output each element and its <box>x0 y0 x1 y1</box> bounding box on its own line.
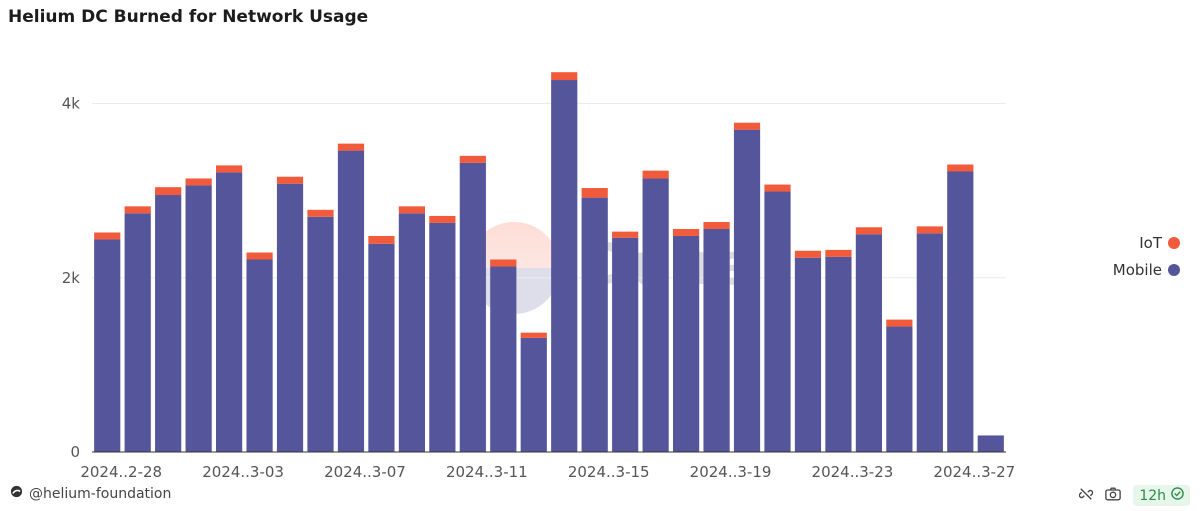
bar-iot <box>185 178 212 186</box>
legend-item-iot[interactable]: IoT <box>1139 234 1180 252</box>
x-tick-label: 2024..3-03 <box>202 463 284 481</box>
bar-mobile <box>703 228 730 452</box>
bar-iot <box>794 250 822 258</box>
x-tick-label: 2024..3-19 <box>690 463 772 481</box>
bar-iot <box>459 155 486 163</box>
y-tick-label: 2k <box>62 269 81 287</box>
bar-mobile <box>855 234 883 452</box>
dune-logo-icon <box>10 485 23 502</box>
bar-mobile <box>124 213 151 452</box>
legend-item-mobile[interactable]: Mobile <box>1113 261 1180 279</box>
bar-iot <box>642 170 669 179</box>
bar-mobile <box>551 80 578 452</box>
bar-mobile <box>307 216 334 452</box>
bar-iot <box>276 176 304 184</box>
y-tick-label: 0 <box>70 443 80 461</box>
chart-title: Helium DC Burned for Network Usage <box>8 7 369 27</box>
y-tick-label: 4k <box>62 95 81 113</box>
bar-iot <box>612 231 639 238</box>
bar-iot <box>155 187 182 196</box>
bar-mobile <box>276 183 304 452</box>
refresh-interval: 12h <box>1139 487 1166 504</box>
bar-iot <box>825 249 852 257</box>
bar-iot <box>307 209 334 217</box>
x-tick-label: 2024..3-11 <box>446 463 528 481</box>
legend-label-mobile: Mobile <box>1112 261 1162 279</box>
check-circle-icon <box>1171 487 1184 504</box>
bar-iot <box>855 227 883 235</box>
camera-icon[interactable] <box>1105 487 1122 505</box>
bar-iot <box>398 206 426 214</box>
legend-dot-mobile <box>1168 264 1180 276</box>
bar-iot <box>886 319 913 327</box>
bar-iot <box>916 226 943 234</box>
bar-mobile <box>246 259 273 452</box>
bar-mobile <box>764 191 791 452</box>
bar-mobile <box>825 256 852 452</box>
bar-iot <box>764 184 791 192</box>
bar-mobile <box>398 213 426 452</box>
legend: IoT Mobile <box>1113 234 1180 279</box>
bar-iot <box>429 215 456 223</box>
bar-iot <box>124 206 151 214</box>
bar-mobile <box>337 150 365 452</box>
x-tick-label: 2024..2-28 <box>80 463 162 481</box>
bar-iot <box>520 332 547 338</box>
bar-iot <box>94 232 121 240</box>
legend-label-iot: IoT <box>1139 234 1162 252</box>
bar-mobile <box>185 185 212 452</box>
legend-dot-iot <box>1168 237 1180 249</box>
bar-mobile <box>490 266 517 452</box>
bar-mobile <box>977 435 1004 452</box>
bar-mobile <box>520 337 547 452</box>
refresh-badge[interactable]: 12h <box>1133 485 1190 506</box>
x-tick-label: 2024..3-23 <box>812 463 894 481</box>
bar-iot <box>215 165 243 173</box>
bar-mobile <box>794 257 822 452</box>
bar-iot <box>551 72 578 81</box>
unlink-icon[interactable] <box>1079 487 1094 505</box>
bar-mobile <box>733 129 761 452</box>
x-tick-label: 2024..3-07 <box>324 463 406 481</box>
author-name: @helium-foundation <box>29 485 172 502</box>
bar-mobile <box>947 171 974 452</box>
bar-iot <box>337 143 365 151</box>
bar-mobile <box>459 162 486 452</box>
bar-iot <box>703 222 730 229</box>
bar-iot <box>947 164 974 172</box>
bar-mobile <box>429 222 456 452</box>
bar-mobile <box>155 195 182 452</box>
x-tick-label: 2024..3-15 <box>568 463 650 481</box>
bar-iot <box>581 188 608 198</box>
bar-mobile <box>215 172 243 452</box>
bar-mobile <box>368 243 395 452</box>
bar-iot <box>672 228 700 236</box>
bar-mobile <box>886 326 913 452</box>
bar-mobile <box>612 237 639 452</box>
author-link[interactable]: @helium-foundation <box>10 485 171 502</box>
x-tick-label: 2024..3-27 <box>933 463 1015 481</box>
bar-iot <box>490 259 517 267</box>
bar-mobile <box>672 235 700 452</box>
bar-mobile <box>642 178 669 452</box>
bar-mobile <box>581 197 608 452</box>
bar-mobile <box>916 233 943 452</box>
bar-iot <box>246 252 273 260</box>
bar-iot <box>733 122 761 130</box>
footer-actions: 12h <box>1079 485 1190 506</box>
bar-mobile <box>94 239 121 452</box>
bar-iot <box>368 235 395 244</box>
